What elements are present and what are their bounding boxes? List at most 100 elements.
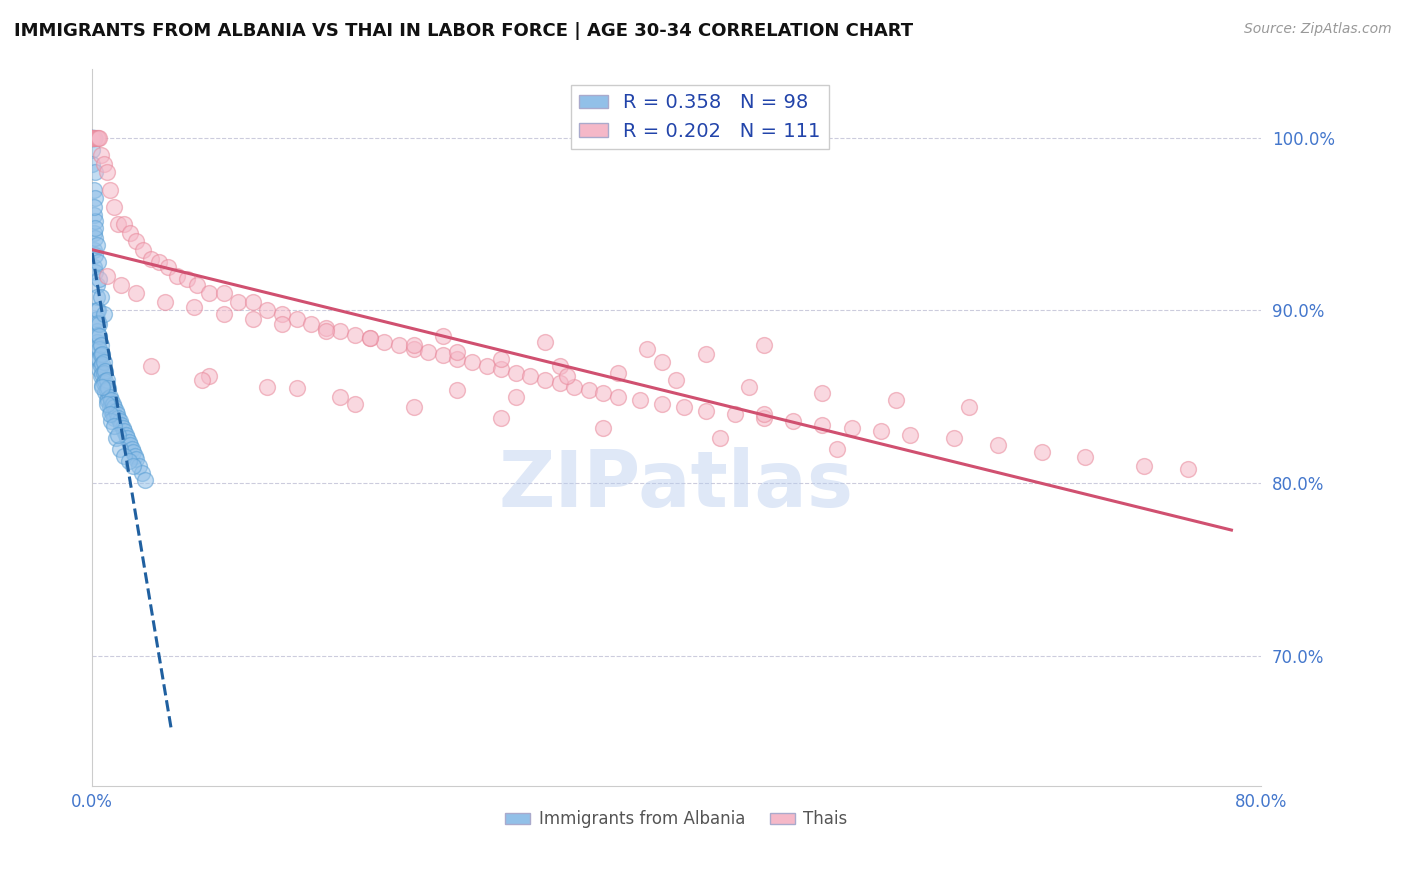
Point	[884, 393, 907, 408]
Point	[98, 407, 121, 421]
Point	[114, 428, 136, 442]
Point	[83, 226, 105, 240]
Point	[82, 130, 104, 145]
Point	[121, 442, 143, 456]
Point	[89, 318, 111, 332]
Point	[695, 347, 717, 361]
Point	[104, 431, 127, 445]
Point	[107, 217, 129, 231]
Point	[315, 324, 337, 338]
Point	[89, 329, 111, 343]
Point	[89, 272, 111, 286]
Point	[97, 392, 120, 406]
Point	[1074, 450, 1097, 465]
Point	[166, 268, 188, 283]
Point	[505, 390, 527, 404]
Point	[124, 449, 146, 463]
Point	[122, 458, 145, 473]
Point	[82, 130, 104, 145]
Point	[82, 130, 104, 145]
Point	[96, 393, 118, 408]
Point	[90, 348, 112, 362]
Point	[122, 445, 145, 459]
Point	[94, 364, 117, 378]
Point	[489, 362, 512, 376]
Point	[83, 200, 105, 214]
Point	[112, 449, 135, 463]
Point	[489, 351, 512, 366]
Point	[84, 231, 107, 245]
Point	[96, 268, 118, 283]
Point	[724, 407, 747, 421]
Point	[651, 397, 673, 411]
Point	[607, 390, 630, 404]
Point	[256, 303, 278, 318]
Point	[101, 397, 124, 411]
Point	[90, 290, 112, 304]
Point	[96, 165, 118, 179]
Point	[190, 373, 212, 387]
Point	[519, 369, 541, 384]
Point	[475, 359, 498, 373]
Point	[416, 345, 439, 359]
Point	[285, 312, 308, 326]
Point	[359, 331, 381, 345]
Point	[505, 366, 527, 380]
Point	[84, 130, 107, 145]
Point	[128, 458, 150, 473]
Point	[432, 348, 454, 362]
Point	[84, 248, 107, 262]
Point	[98, 401, 121, 415]
Point	[82, 143, 104, 157]
Point	[84, 165, 107, 179]
Text: ZIPatlas: ZIPatlas	[499, 447, 853, 523]
Point	[103, 401, 125, 415]
Point	[98, 390, 121, 404]
Point	[841, 421, 863, 435]
Point	[155, 294, 177, 309]
Point	[115, 431, 138, 445]
Point	[898, 428, 921, 442]
Point	[212, 307, 235, 321]
Point	[100, 403, 122, 417]
Point	[555, 369, 578, 384]
Point	[94, 375, 117, 389]
Point	[91, 368, 114, 382]
Point	[100, 414, 122, 428]
Point	[87, 255, 110, 269]
Point	[489, 410, 512, 425]
Point	[90, 338, 112, 352]
Point	[84, 220, 107, 235]
Point	[782, 414, 804, 428]
Point	[83, 130, 105, 145]
Point	[93, 376, 115, 390]
Point	[120, 226, 142, 240]
Point	[97, 381, 120, 395]
Point	[103, 200, 125, 214]
Point	[82, 130, 104, 145]
Point	[134, 473, 156, 487]
Point	[89, 362, 111, 376]
Point	[752, 338, 775, 352]
Point	[103, 419, 125, 434]
Point	[402, 401, 425, 415]
Point	[89, 130, 111, 145]
Point	[83, 260, 105, 275]
Point	[256, 379, 278, 393]
Point	[83, 182, 105, 196]
Point	[96, 373, 118, 387]
Point	[118, 454, 141, 468]
Point	[98, 182, 121, 196]
Point	[665, 373, 688, 387]
Point	[148, 255, 170, 269]
Point	[299, 318, 322, 332]
Point	[870, 425, 893, 439]
Point	[125, 452, 148, 467]
Point	[86, 312, 108, 326]
Point	[344, 327, 367, 342]
Text: IMMIGRANTS FROM ALBANIA VS THAI IN LABOR FORCE | AGE 30-34 CORRELATION CHART: IMMIGRANTS FROM ALBANIA VS THAI IN LABOR…	[14, 22, 912, 40]
Point	[101, 407, 124, 421]
Point	[104, 403, 127, 417]
Point	[636, 342, 658, 356]
Point	[110, 277, 132, 292]
